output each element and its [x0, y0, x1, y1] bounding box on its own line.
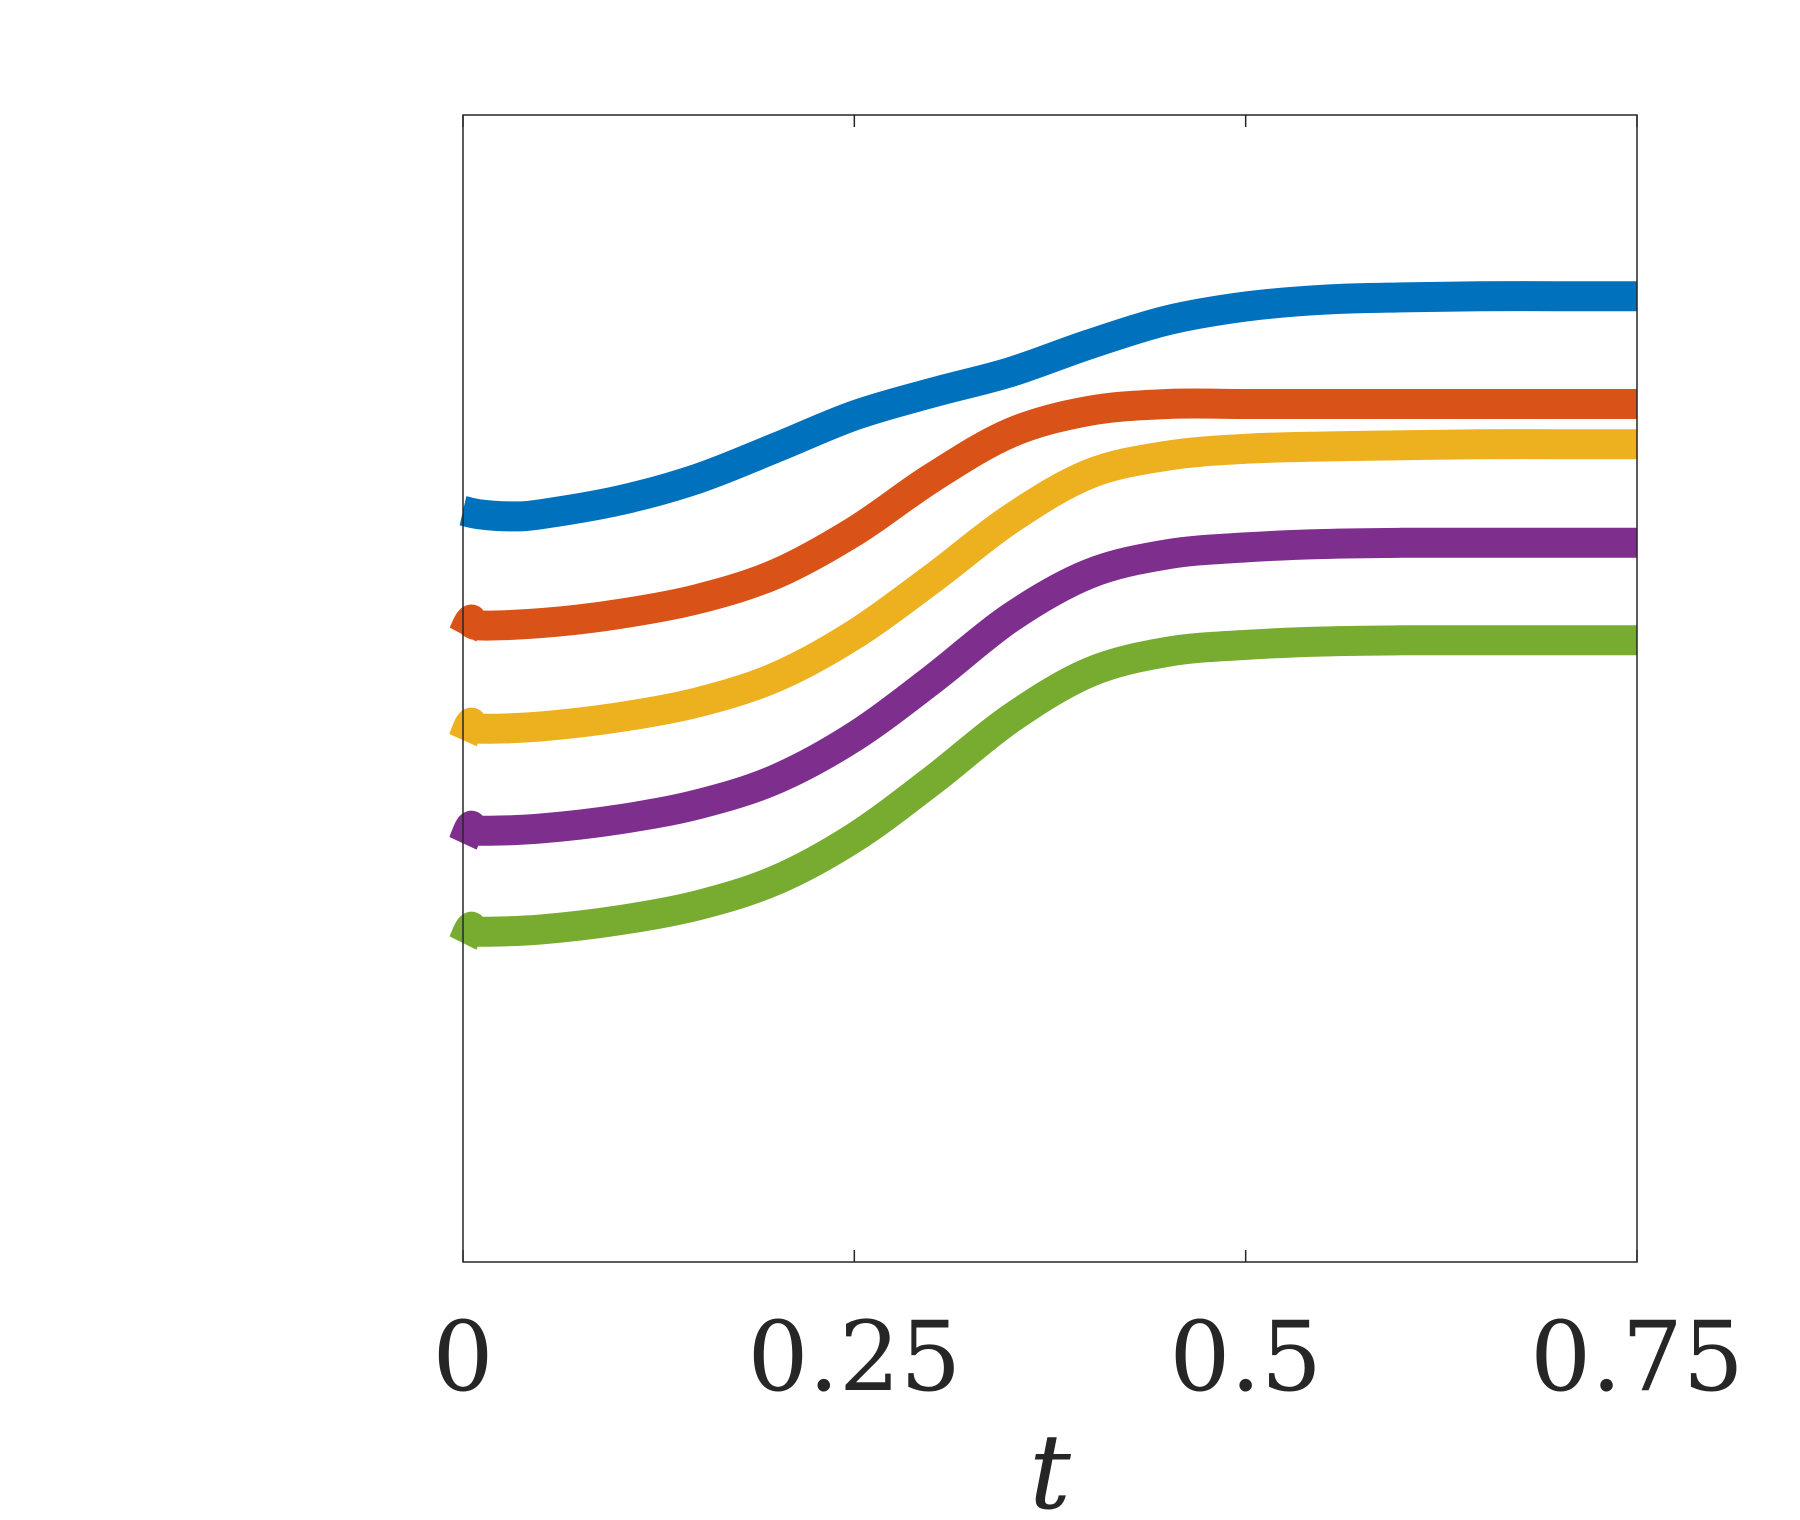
- plot-frame: [462, 114, 1638, 1263]
- series-line-1: [459, 281, 1638, 532]
- series-line-4: [449, 527, 1637, 850]
- x-tick-label-1: 0: [432, 1301, 493, 1413]
- tick-layer: 0 0.25 0.5 0.75: [432, 115, 1744, 1413]
- series-line-5: [449, 625, 1637, 950]
- series-layer: [449, 281, 1638, 950]
- series-line-3: [449, 429, 1637, 747]
- series-line-2: [449, 388, 1637, 642]
- x-axis-label: t: [1029, 1411, 1071, 1520]
- x-tick-label-4: 0.75: [1530, 1301, 1744, 1413]
- x-tick-label-3: 0.5: [1169, 1301, 1322, 1413]
- x-tick-label-2: 0.25: [747, 1301, 961, 1413]
